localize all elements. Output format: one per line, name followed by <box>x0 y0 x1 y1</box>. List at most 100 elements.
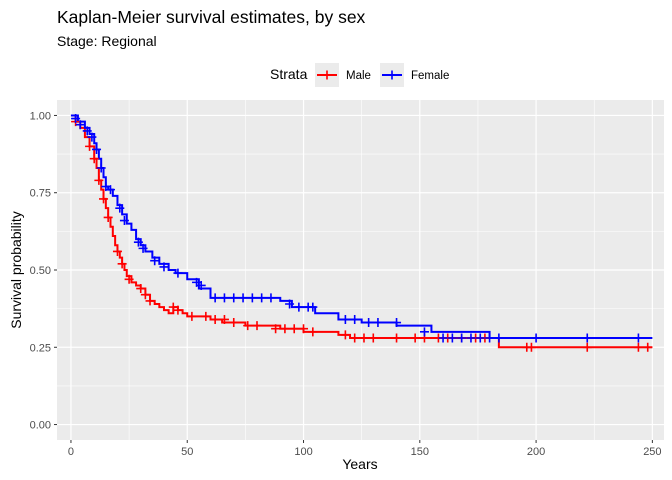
censor-mark-female <box>219 293 229 303</box>
x-tick-label: 150 <box>411 446 429 458</box>
x-tick-label: 100 <box>294 446 312 458</box>
censor-mark-female <box>150 256 160 266</box>
y-tick-label: 1.00 <box>30 110 51 122</box>
censor-mark-female <box>392 318 402 328</box>
chart-subtitle: Stage: Regional <box>57 33 157 49</box>
censor-mark-female <box>92 144 102 154</box>
censor-mark-male <box>219 314 229 324</box>
censor-mark-female <box>138 243 148 253</box>
censor-mark-female <box>582 333 592 343</box>
censor-mark-male <box>340 330 350 340</box>
legend-plus-male <box>322 70 332 80</box>
censor-mark-female <box>285 299 295 309</box>
censor-mark-female <box>96 163 106 173</box>
censor-mark-male <box>187 311 197 321</box>
censor-mark-female <box>101 182 111 192</box>
censor-mark-female <box>633 333 643 343</box>
censor-mark-male <box>85 141 95 151</box>
censor-mark-female <box>485 333 495 343</box>
censor-mark-female <box>133 237 143 247</box>
censor-mark-male <box>112 246 122 256</box>
y-tick-label: 0.50 <box>30 265 51 277</box>
y-tick-label: 0.25 <box>30 342 51 354</box>
censor-mark-female <box>438 333 448 343</box>
x-tick-label: 200 <box>527 446 545 458</box>
censor-mark-female <box>350 314 360 324</box>
censor-marks <box>71 114 653 352</box>
censor-mark-female <box>531 333 541 343</box>
censor-mark-female <box>159 262 169 272</box>
censor-mark-male <box>168 302 178 312</box>
censor-mark-male <box>359 333 369 343</box>
x-tick-label: 250 <box>643 446 661 458</box>
censor-mark-female <box>466 333 476 343</box>
censor-mark-male <box>271 324 281 334</box>
censor-mark-female <box>105 185 115 195</box>
censor-mark-male <box>94 175 104 185</box>
censor-mark-male <box>243 321 253 331</box>
censor-mark-female <box>247 293 257 303</box>
legend-label-male: Male <box>346 70 371 82</box>
censor-mark-female <box>82 126 92 136</box>
censor-mark-female <box>173 268 183 278</box>
legend-title: Strata <box>270 66 308 82</box>
censor-mark-male <box>526 342 536 352</box>
censor-mark-female <box>75 120 85 130</box>
censor-mark-female <box>192 277 202 287</box>
censor-mark-male <box>280 324 290 334</box>
censor-mark-female <box>294 302 304 312</box>
legend-plus-female <box>387 70 397 80</box>
censor-mark-female <box>257 293 267 303</box>
censor-mark-male <box>140 290 150 300</box>
censor-mark-female <box>340 314 350 324</box>
y-tick-label: 0.75 <box>30 188 51 200</box>
censor-mark-female <box>266 293 276 303</box>
censor-mark-male <box>643 342 653 352</box>
y-axis-label: Survival probability <box>8 211 24 329</box>
censor-mark-male <box>103 212 113 222</box>
censor-mark-male <box>136 284 146 294</box>
legend: Strata Male Female <box>270 63 449 87</box>
censor-mark-female <box>457 333 467 343</box>
censor-mark-female <box>196 280 206 290</box>
censor-mark-female <box>419 327 429 337</box>
censor-mark-male <box>99 194 109 204</box>
x-tick-label: 50 <box>181 446 193 458</box>
censor-mark-male <box>117 259 127 269</box>
censor-mark-female <box>373 318 383 328</box>
censor-mark-male <box>582 342 592 352</box>
censor-mark-female <box>447 333 457 343</box>
censor-mark-male <box>145 296 155 306</box>
censor-mark-female <box>71 114 81 124</box>
censor-mark-female <box>475 333 485 343</box>
censor-mark-female <box>115 203 125 213</box>
censor-mark-male <box>89 154 99 164</box>
censor-mark-male <box>252 321 262 331</box>
axes: 0 50 100 150 200 250 0.00 0.25 0.50 0.75 1.00 <box>30 110 662 458</box>
censor-mark-female <box>364 318 374 328</box>
censor-mark-female <box>229 293 239 303</box>
censor-mark-female <box>87 132 97 142</box>
censor-mark-male <box>368 333 378 343</box>
censor-mark-female <box>210 293 220 303</box>
censor-mark-female <box>494 333 504 343</box>
censor-mark-male <box>210 314 220 324</box>
x-tick-label: 0 <box>68 446 74 458</box>
y-tick-label: 0.00 <box>30 420 51 432</box>
censor-mark-male <box>392 333 402 343</box>
curve-female <box>70 114 653 339</box>
legend-label-female: Female <box>411 70 449 82</box>
censor-mark-male <box>633 342 643 352</box>
censor-mark-male <box>350 333 360 343</box>
censor-mark-male <box>410 333 420 343</box>
censor-mark-male <box>201 311 211 321</box>
censor-mark-male <box>124 274 134 284</box>
chart-title: Kaplan-Meier survival estimates, by sex <box>57 7 366 27</box>
censor-mark-female <box>119 216 129 226</box>
censor-mark-female <box>238 293 248 303</box>
censor-mark-female <box>308 302 318 312</box>
censor-mark-male <box>308 327 318 337</box>
censor-mark-male <box>299 324 309 334</box>
censor-mark-male <box>229 318 239 328</box>
